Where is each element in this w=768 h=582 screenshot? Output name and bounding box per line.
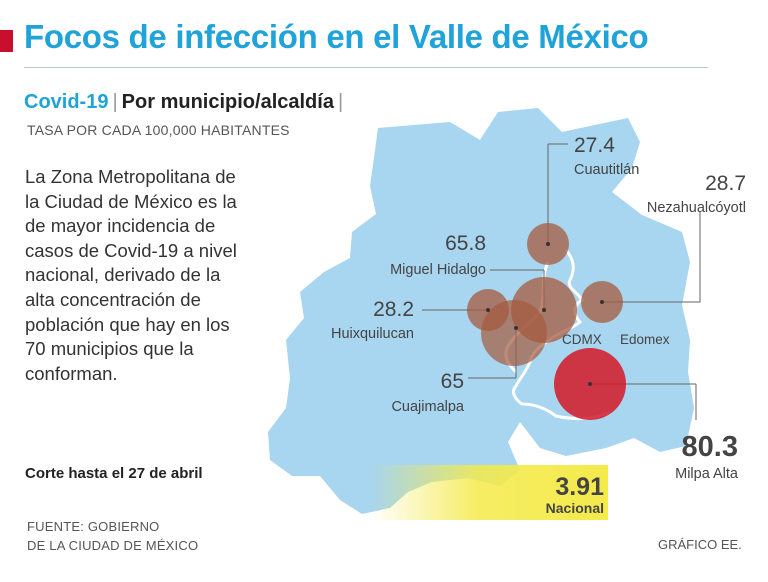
- subtitle-separator-end: |: [337, 91, 344, 113]
- page-title: Focos de infección en el Valle de México: [24, 18, 649, 55]
- label-cuajimalpa: Cuajimalpa: [391, 399, 464, 415]
- source-line-2: DE LA CIUDAD DE MÉXICO: [27, 538, 199, 553]
- cutoff-date: Corte hasta el 27 de abril: [25, 465, 203, 482]
- subtitle-scope: Por municipio/alcaldía: [121, 91, 334, 113]
- bubble-cuajimalpa: [481, 300, 547, 366]
- dot-cuajimalpa: [514, 326, 518, 330]
- national-gradient-bg: [370, 465, 608, 520]
- label-cuautitlan: Cuautitlán: [574, 162, 639, 178]
- region-label-cdmx: CDMX: [562, 332, 602, 347]
- label-milpa-alta: Milpa Alta: [675, 466, 739, 482]
- value-huixquilucan: 28.2: [373, 298, 414, 321]
- value-milpa-alta: 80.3: [682, 431, 738, 463]
- label-huixquilucan: Huixquilucan: [331, 326, 414, 342]
- value-cuautitlan: 27.4: [574, 134, 615, 157]
- title-divider: [24, 67, 708, 68]
- value-cuajimalpa: 65: [441, 370, 464, 393]
- dot-cuautitlan: [546, 242, 550, 246]
- graphic-credit: GRÁFICO EE.: [658, 537, 742, 552]
- value-nezahualcoyotl: 28.7: [705, 172, 746, 195]
- subtitle-topic: Covid-19: [24, 91, 109, 113]
- leader-nezahualcoyotl: [604, 212, 701, 303]
- label-miguel-hidalgo: Miguel Hidalgo: [390, 262, 486, 278]
- body-paragraph: La Zona Metropolitana de la Ciudad de Mé…: [25, 166, 237, 384]
- dot-miguel-hidalgo: [542, 308, 546, 312]
- source-note: FUENTE: GOBIERNO DE LA CIUDAD DE MÉXICO: [27, 517, 198, 555]
- dot-milpa-alta: [588, 382, 592, 386]
- value-miguel-hidalgo: 65.8: [445, 232, 486, 255]
- label-nezahualcoyotl: Nezahualcóyotl: [647, 200, 746, 216]
- title-accent-bar: [0, 30, 13, 52]
- national-value: 3.91: [555, 473, 604, 501]
- dot-huixquilucan: [486, 308, 490, 312]
- subtitle: Covid-19 | Por municipio/alcaldía |: [24, 91, 347, 114]
- source-line-1: FUENTE: GOBIERNO: [27, 519, 160, 534]
- subtitle-separator: |: [112, 91, 118, 113]
- region-label-edomex: Edomex: [620, 332, 670, 347]
- rate-note: TASA POR CADA 100,000 HABITANTES: [27, 122, 290, 138]
- dot-nezahualcoyotl: [600, 300, 604, 304]
- national-label: Nacional: [546, 500, 604, 516]
